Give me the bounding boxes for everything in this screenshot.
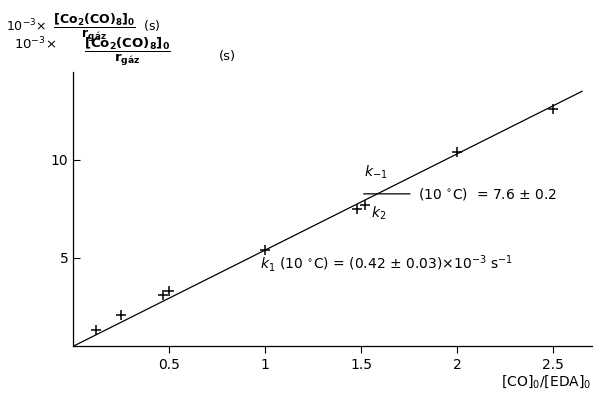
Text: $10^{-3}$$\times$: $10^{-3}$$\times$ xyxy=(13,36,56,53)
Text: $k_1$ (10 $^{\circ}$C) = (0.42 $\pm$ 0.03)$\times$10$^{-3}$ s$^{-1}$: $k_1$ (10 $^{\circ}$C) = (0.42 $\pm$ 0.0… xyxy=(260,254,513,274)
Text: $k_{-1}$: $k_{-1}$ xyxy=(364,164,387,181)
Text: $k_2$: $k_2$ xyxy=(371,205,387,222)
Text: $10^{-3}$$\times$  $\mathbf{\dfrac{[Co_2(CO)_8]_0}{r_{g\acute{a}z}}}$  (s): $10^{-3}$$\times$ $\mathbf{\dfrac{[Co_2(… xyxy=(6,12,160,44)
Text: [CO]$_0$/[EDA]$_0$: [CO]$_0$/[EDA]$_0$ xyxy=(501,373,592,390)
Text: (s): (s) xyxy=(218,50,235,62)
Text: (10 $^{\circ}$C)  = 7.6 $\pm$ 0.2: (10 $^{\circ}$C) = 7.6 $\pm$ 0.2 xyxy=(418,186,556,202)
Text: $\mathbf{\dfrac{[Co_2(CO)_8]_0}{r_{g\acute{a}z}}}$: $\mathbf{\dfrac{[Co_2(CO)_8]_0}{r_{g\acu… xyxy=(84,36,170,68)
